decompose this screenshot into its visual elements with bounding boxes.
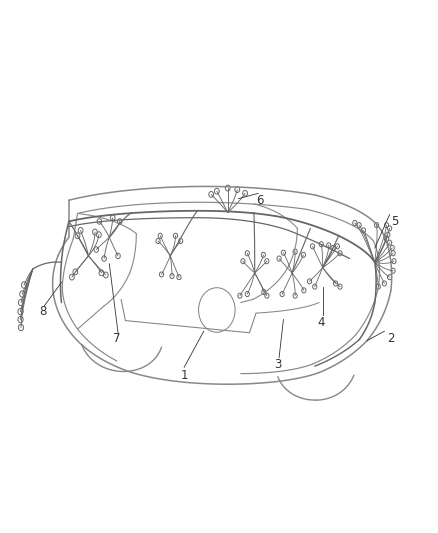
Text: 8: 8 xyxy=(39,305,46,318)
Text: 7: 7 xyxy=(113,332,120,344)
Text: 3: 3 xyxy=(274,358,282,371)
Text: 5: 5 xyxy=(392,215,399,228)
Text: 4: 4 xyxy=(318,316,325,329)
Text: 2: 2 xyxy=(387,332,395,344)
Text: 1: 1 xyxy=(180,369,188,382)
Text: 6: 6 xyxy=(257,193,264,207)
